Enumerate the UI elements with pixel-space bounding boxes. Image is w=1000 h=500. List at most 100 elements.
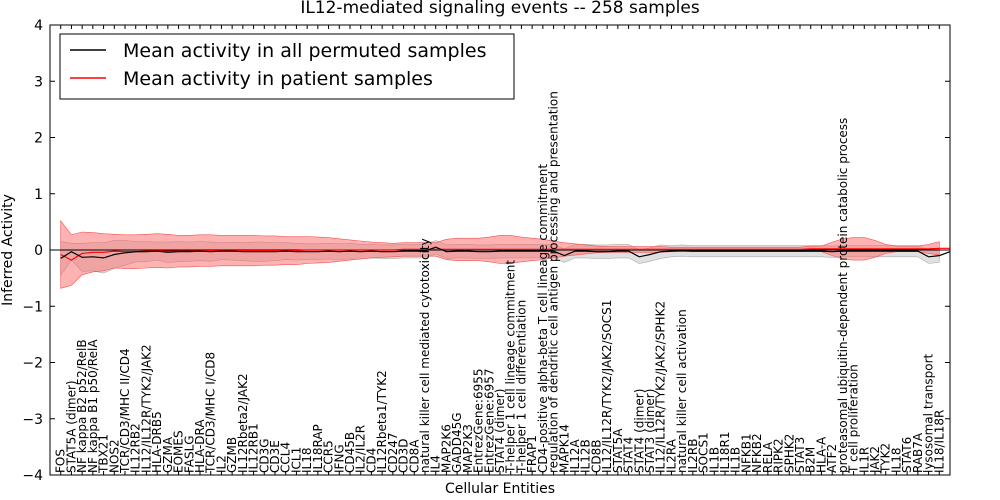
x-axis-label: Cellular Entities <box>445 481 555 497</box>
x-tick-label: EntrezGene:6955 <box>472 369 486 474</box>
y-ticks-layer: −4 −3 −2 −1 0 1 2 3 4 <box>22 18 950 484</box>
legend-box <box>59 33 515 100</box>
y-tick-label: 1 <box>34 187 43 203</box>
x-tick-label: CD8B <box>589 440 603 474</box>
x-tick-label: CCL4 <box>279 442 293 473</box>
x-tick-label: IFNG <box>332 444 346 473</box>
x-tick-label: ICL1 <box>289 447 303 473</box>
x-tick-label: NFKB1 <box>739 433 753 473</box>
x-tick-label: EOMES <box>172 430 186 473</box>
x-tick-label: lysosomal transport <box>922 353 936 473</box>
x-tick-label: STAT3 <box>793 437 807 473</box>
y-tick-label: 2 <box>34 131 43 147</box>
x-tick-label: JAK2 <box>868 446 882 474</box>
x-tick-label: HLA-DRA <box>193 419 207 473</box>
x-tick-label: CD4-positive alpha-beta T cell lineage c… <box>536 164 550 473</box>
y-tick-label: 4 <box>34 18 43 34</box>
x-tick-label: IL12/IL12R/TYK2/JAK2 <box>139 344 153 473</box>
x-tick-label: STAT6 <box>900 437 914 473</box>
y-tick-label: −1 <box>22 299 43 315</box>
x-tick-label: STAT4 <box>622 437 636 473</box>
x-tick-label: GZMA <box>161 436 175 473</box>
x-tick-label: IL2RB <box>686 439 700 473</box>
x-tick-label: IL12A <box>568 439 582 473</box>
x-tick-label: natural killer cell mediated cytotoxicit… <box>418 238 432 473</box>
x-tick-label: IL2RA <box>664 438 678 473</box>
x-tick-label: CD3E <box>268 440 282 473</box>
x-tick-label: STAT5A <box>611 428 625 473</box>
x-tick-label: HLA-A <box>814 436 828 473</box>
chart-title: IL12-mediated signaling events -- 258 sa… <box>300 0 700 18</box>
x-tick-label: T-helper 1 cell differentiation <box>514 300 528 474</box>
x-tick-label: FASLG <box>182 435 196 473</box>
x-tick-label: RIPK2 <box>772 438 786 473</box>
x-tick-label: IL18R1 <box>718 432 732 473</box>
x-tick-label: IL12RB1 <box>247 423 261 473</box>
lines-layer <box>50 246 951 261</box>
x-tick-label: HLA-DRB5 <box>150 411 164 473</box>
x-tick-label: RAB7A <box>911 432 925 473</box>
x-tick-label: CD4 <box>364 448 378 473</box>
x-tick-label: TYK2 <box>879 443 893 474</box>
x-tick-label: MAP2K6 <box>439 424 453 473</box>
x-tick-label: GADD45G <box>450 412 464 473</box>
x-tick-label: IL1B <box>707 447 721 473</box>
y-tick-label: 0 <box>34 243 43 259</box>
x-tick-label: proteasomal ubiquitin-dependent protein … <box>836 118 850 473</box>
legend: Mean activity in all permuted samples Me… <box>59 33 515 100</box>
x-tick-label: NF kappa B1 p50/RelA <box>86 339 100 473</box>
x-tick-label: CD247 <box>386 432 400 473</box>
x-tick-label: CD8A <box>407 439 421 473</box>
y-tick-label: 3 <box>34 74 43 90</box>
x-tick-label: STAT3 (dimer) <box>643 389 657 473</box>
x-tick-label: CD3G <box>257 438 271 473</box>
x-tick-label: CD3D <box>397 439 411 474</box>
x-tick-label: IL18RAP <box>311 424 325 473</box>
x-tick-label: FOS <box>54 449 68 473</box>
x-tick-label: IL12/IL12R/TYK2/JAK2/SPHK2 <box>654 301 668 473</box>
x-tick-label: IL1B <box>729 447 743 473</box>
y-tick-label: −4 <box>22 468 43 484</box>
x-tick-label: T-helper 1 cell lineage commitment <box>504 260 518 474</box>
x-tick-label: T cell proliferation <box>847 364 861 474</box>
x-tick-label: CD45B <box>343 432 357 473</box>
x-tick-label: RELA <box>761 441 775 473</box>
x-tick-label: TBX21 <box>97 434 111 474</box>
x-tick-label: IL18 <box>300 448 314 474</box>
x-tick-label: NF kappa B2 p52/RelB <box>75 339 89 473</box>
x-tick-label: FRAP1 <box>525 435 539 473</box>
x-tick-label: TCR/CD3/MHC I/CD8 <box>204 352 218 474</box>
x-tick-label: GZMB <box>225 437 239 473</box>
x-tick-label: natural killer cell activation <box>675 309 689 473</box>
x-tick-label: STAT5A (dimer) <box>64 380 78 473</box>
x-tick-label: IL2/IL2R <box>354 425 368 473</box>
x-tick-label: IL12Rbeta1/TYK2 <box>375 370 389 473</box>
x-tick-label: IL12RB2 <box>129 423 143 473</box>
x-tick-label: IL12B <box>579 439 593 473</box>
x-tick-label: IL12Rbeta2/JAK2 <box>236 373 250 473</box>
x-tick-label: regulation of dendritic cell antigen pro… <box>547 91 561 473</box>
x-tick-label: STAT4 (dimer) <box>493 389 507 473</box>
series-line-permuted <box>60 246 951 259</box>
x-tick-label: NOS2 <box>107 439 121 473</box>
x-tick-label: SPHK2 <box>782 434 796 473</box>
x-tick-label: IL2 <box>214 455 228 473</box>
plot-frame <box>49 24 951 476</box>
x-tick-label: EntrezGene:6957 <box>482 369 496 474</box>
x-tick-label: IL18/IL18R <box>932 410 946 473</box>
x-tick-label: IL12/IL12R/TYK2/JAK2/SOCS1 <box>600 300 614 473</box>
series-line-patient <box>60 247 950 261</box>
y-tick-label: −3 <box>22 412 43 428</box>
x-tick-label: B2M <box>804 447 818 473</box>
y-tick-label: −2 <box>22 356 43 372</box>
x-tick-label: MAPK14 <box>557 424 571 473</box>
legend-label-patient: Mean activity in patient samples <box>123 68 433 90</box>
x-tick-label: SOCS1 <box>697 432 711 473</box>
x-tick-label: IL4 <box>429 455 443 473</box>
y-axis-label: Inferred Activity <box>0 194 16 306</box>
x-tick-label: IL18 <box>889 448 903 474</box>
x-tick-label: NFKB2 <box>750 433 764 473</box>
x-tick-label: STAT4 (dimer) <box>632 389 646 473</box>
